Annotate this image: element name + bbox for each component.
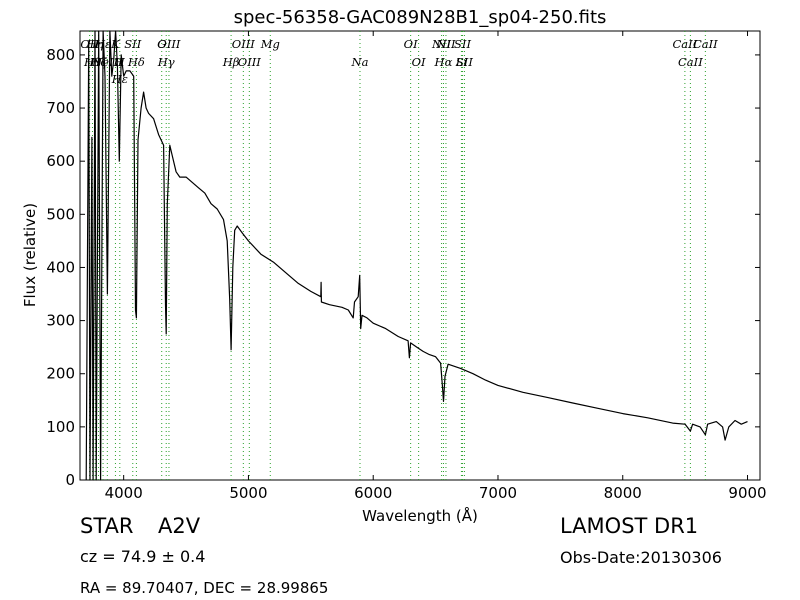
x-tick-label: 5000 [229,484,267,502]
spectrum-line-layer [85,30,748,481]
x-axis-label: Wavelength (Å) [362,506,478,525]
x-tick-label: 8000 [604,484,642,502]
line-label: SII [124,37,141,51]
axis-ticks: 4000 5000 6000 7000 8000 9000 0 100 200 300 400 500… [46,31,767,502]
line-label: Hγ [157,55,175,69]
line-label: K [110,37,121,51]
object-class: STAR [80,514,134,538]
x-tick-label: 4000 [105,484,143,502]
cz-value: cz = 74.9 ± 0.4 [80,547,206,566]
y-tick-label: 100 [46,418,75,436]
line-label: Mg [260,37,280,51]
survey-name: LAMOST DR1 [560,514,699,538]
y-axis-label: Flux (relative) [21,203,39,307]
y-tick-label: 300 [46,312,75,330]
line-label: NeIII [91,55,123,69]
line-label: NII [435,37,456,51]
line-label: SII [454,37,471,51]
line-label: Hζ [89,55,107,69]
line-label: CaII [673,37,698,51]
line-label: NII [431,37,452,51]
line-label: Li [455,55,468,69]
chart-title: spec-56358-GAC089N28B1_sp04-250.fits [234,7,607,28]
line-label: OIII [157,37,181,51]
line-label: SII [456,55,473,69]
obs-date: Obs-Date:20130306 [560,548,722,567]
line-label: Na [351,55,369,69]
y-tick-label: 600 [46,152,75,170]
subclass: A2V [158,514,201,538]
x-tick-label: 9000 [728,484,766,502]
y-tick-label: 500 [46,205,75,223]
line-label: OI [404,37,418,51]
marker-labels: OIIHθHηHζHεNeIIIKHHεSIIHδGHγOIIIHβOIIIOI… [80,37,718,86]
line-label: Hβ [222,55,240,69]
line-label: Hα [434,55,453,69]
line-label: OIII [238,55,262,69]
y-tick-label: 700 [46,99,75,117]
line-label: Hθ [83,55,101,69]
line-label: OII [80,37,99,51]
line-label: CaII [693,37,718,51]
line-label: Hη [86,37,104,51]
y-tick-label: 400 [46,258,75,276]
line-label: OIII [232,37,256,51]
spectrum-line [85,30,748,481]
line-label: CaII [678,55,703,69]
spectral-line-markers [89,31,706,480]
y-tick-label: 800 [46,46,75,64]
coordinates: RA = 89.70407, DEC = 28.99865 [80,579,329,597]
line-label: Hε [94,37,111,51]
y-tick-label: 200 [46,365,75,383]
y-tick-label: 0 [65,471,75,489]
line-label: OI [412,55,426,69]
line-label: Hε [111,72,128,86]
x-tick-label: 6000 [354,484,392,502]
line-label: G [157,37,166,51]
x-tick-label: 7000 [479,484,517,502]
line-label: Hδ [127,55,145,69]
plot-frame [79,30,761,481]
line-label: H [114,55,126,69]
